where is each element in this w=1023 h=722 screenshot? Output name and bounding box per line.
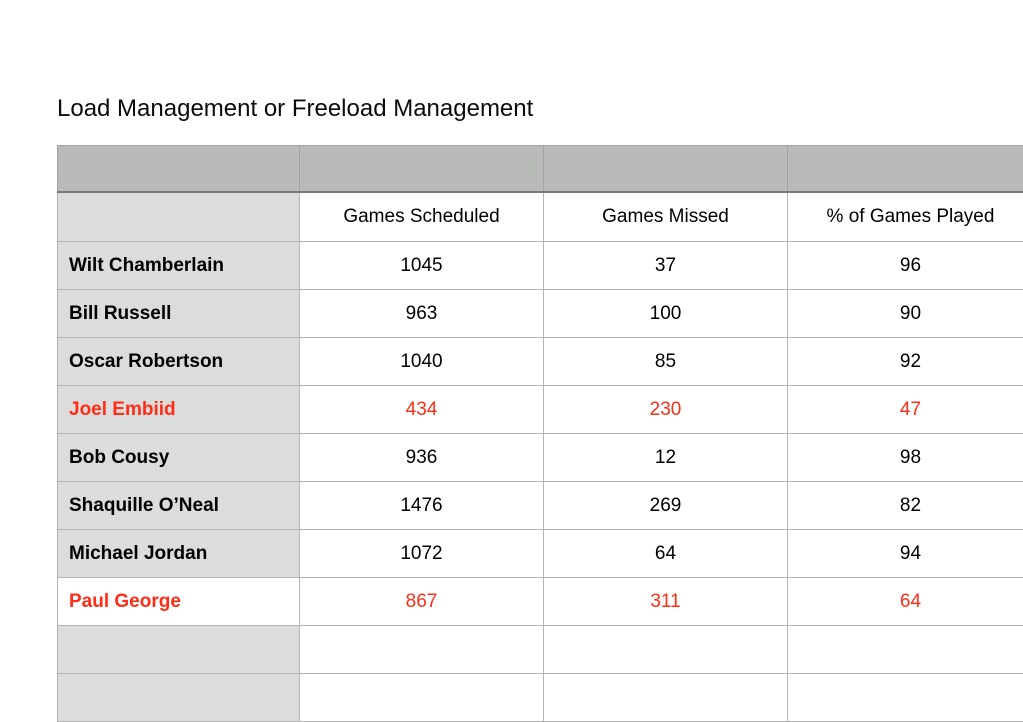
player-name-cell: Bill Russell xyxy=(58,290,300,338)
games-missed-cell: 85 xyxy=(544,338,788,386)
table-row xyxy=(58,674,1023,722)
games-missed-cell xyxy=(544,626,788,674)
pct-games-played-cell: 90 xyxy=(788,290,1023,338)
player-name-cell: Oscar Robertson xyxy=(58,338,300,386)
games-scheduled-cell xyxy=(300,674,544,722)
pct-games-played-cell: 82 xyxy=(788,482,1023,530)
page-title: Load Management or Freeload Management xyxy=(57,95,533,123)
table-row: Michael Jordan 1072 64 94 xyxy=(58,530,1023,578)
games-missed-cell: 230 xyxy=(544,386,788,434)
table-row xyxy=(58,626,1023,674)
player-name-cell: Wilt Chamberlain xyxy=(58,242,300,290)
games-missed-cell: 311 xyxy=(544,578,788,626)
games-scheduled-cell: 434 xyxy=(300,386,544,434)
player-name-cell: Joel Embiid xyxy=(58,386,300,434)
games-missed-cell: 12 xyxy=(544,434,788,482)
games-missed-cell xyxy=(544,674,788,722)
player-name-cell: Bob Cousy xyxy=(58,434,300,482)
games-missed-cell: 37 xyxy=(544,242,788,290)
pct-games-played-cell: 98 xyxy=(788,434,1023,482)
header-cell-games-missed: Games Missed xyxy=(544,192,788,242)
pct-games-played-cell xyxy=(788,626,1023,674)
games-missed-cell: 269 xyxy=(544,482,788,530)
table-band-row xyxy=(58,146,1023,192)
table-row: Paul George 867 311 64 xyxy=(58,578,1023,626)
player-name-cell xyxy=(58,674,300,722)
table-container: Games Scheduled Games Missed % of Games … xyxy=(57,145,1023,722)
games-scheduled-cell: 1040 xyxy=(300,338,544,386)
band-cell xyxy=(58,146,300,192)
header-cell-pct-games-played: % of Games Played xyxy=(788,192,1023,242)
pct-games-played-cell: 92 xyxy=(788,338,1023,386)
games-scheduled-cell: 963 xyxy=(300,290,544,338)
table-row: Bob Cousy 936 12 98 xyxy=(58,434,1023,482)
player-name-cell: Shaquille O’Neal xyxy=(58,482,300,530)
games-missed-cell: 64 xyxy=(544,530,788,578)
pct-games-played-cell xyxy=(788,674,1023,722)
table-row: Wilt Chamberlain 1045 37 96 xyxy=(58,242,1023,290)
table-row: Shaquille O’Neal 1476 269 82 xyxy=(58,482,1023,530)
player-name-cell xyxy=(58,626,300,674)
games-scheduled-cell: 1045 xyxy=(300,242,544,290)
data-table: Games Scheduled Games Missed % of Games … xyxy=(57,145,1023,722)
table-row: Oscar Robertson 1040 85 92 xyxy=(58,338,1023,386)
band-cell xyxy=(300,146,544,192)
games-scheduled-cell: 1072 xyxy=(300,530,544,578)
player-name-cell: Paul George xyxy=(58,578,300,626)
band-cell xyxy=(544,146,788,192)
games-missed-cell: 100 xyxy=(544,290,788,338)
player-name-cell: Michael Jordan xyxy=(58,530,300,578)
table-row: Bill Russell 963 100 90 xyxy=(58,290,1023,338)
table-row: Joel Embiid 434 230 47 xyxy=(58,386,1023,434)
pct-games-played-cell: 64 xyxy=(788,578,1023,626)
table-header-row: Games Scheduled Games Missed % of Games … xyxy=(58,192,1023,242)
pct-games-played-cell: 96 xyxy=(788,242,1023,290)
header-cell-games-scheduled: Games Scheduled xyxy=(300,192,544,242)
band-cell xyxy=(788,146,1023,192)
pct-games-played-cell: 94 xyxy=(788,530,1023,578)
table-body: Wilt Chamberlain 1045 37 96 Bill Russell… xyxy=(58,242,1023,722)
pct-games-played-cell: 47 xyxy=(788,386,1023,434)
games-scheduled-cell xyxy=(300,626,544,674)
header-cell-blank xyxy=(58,192,300,242)
games-scheduled-cell: 936 xyxy=(300,434,544,482)
games-scheduled-cell: 867 xyxy=(300,578,544,626)
games-scheduled-cell: 1476 xyxy=(300,482,544,530)
